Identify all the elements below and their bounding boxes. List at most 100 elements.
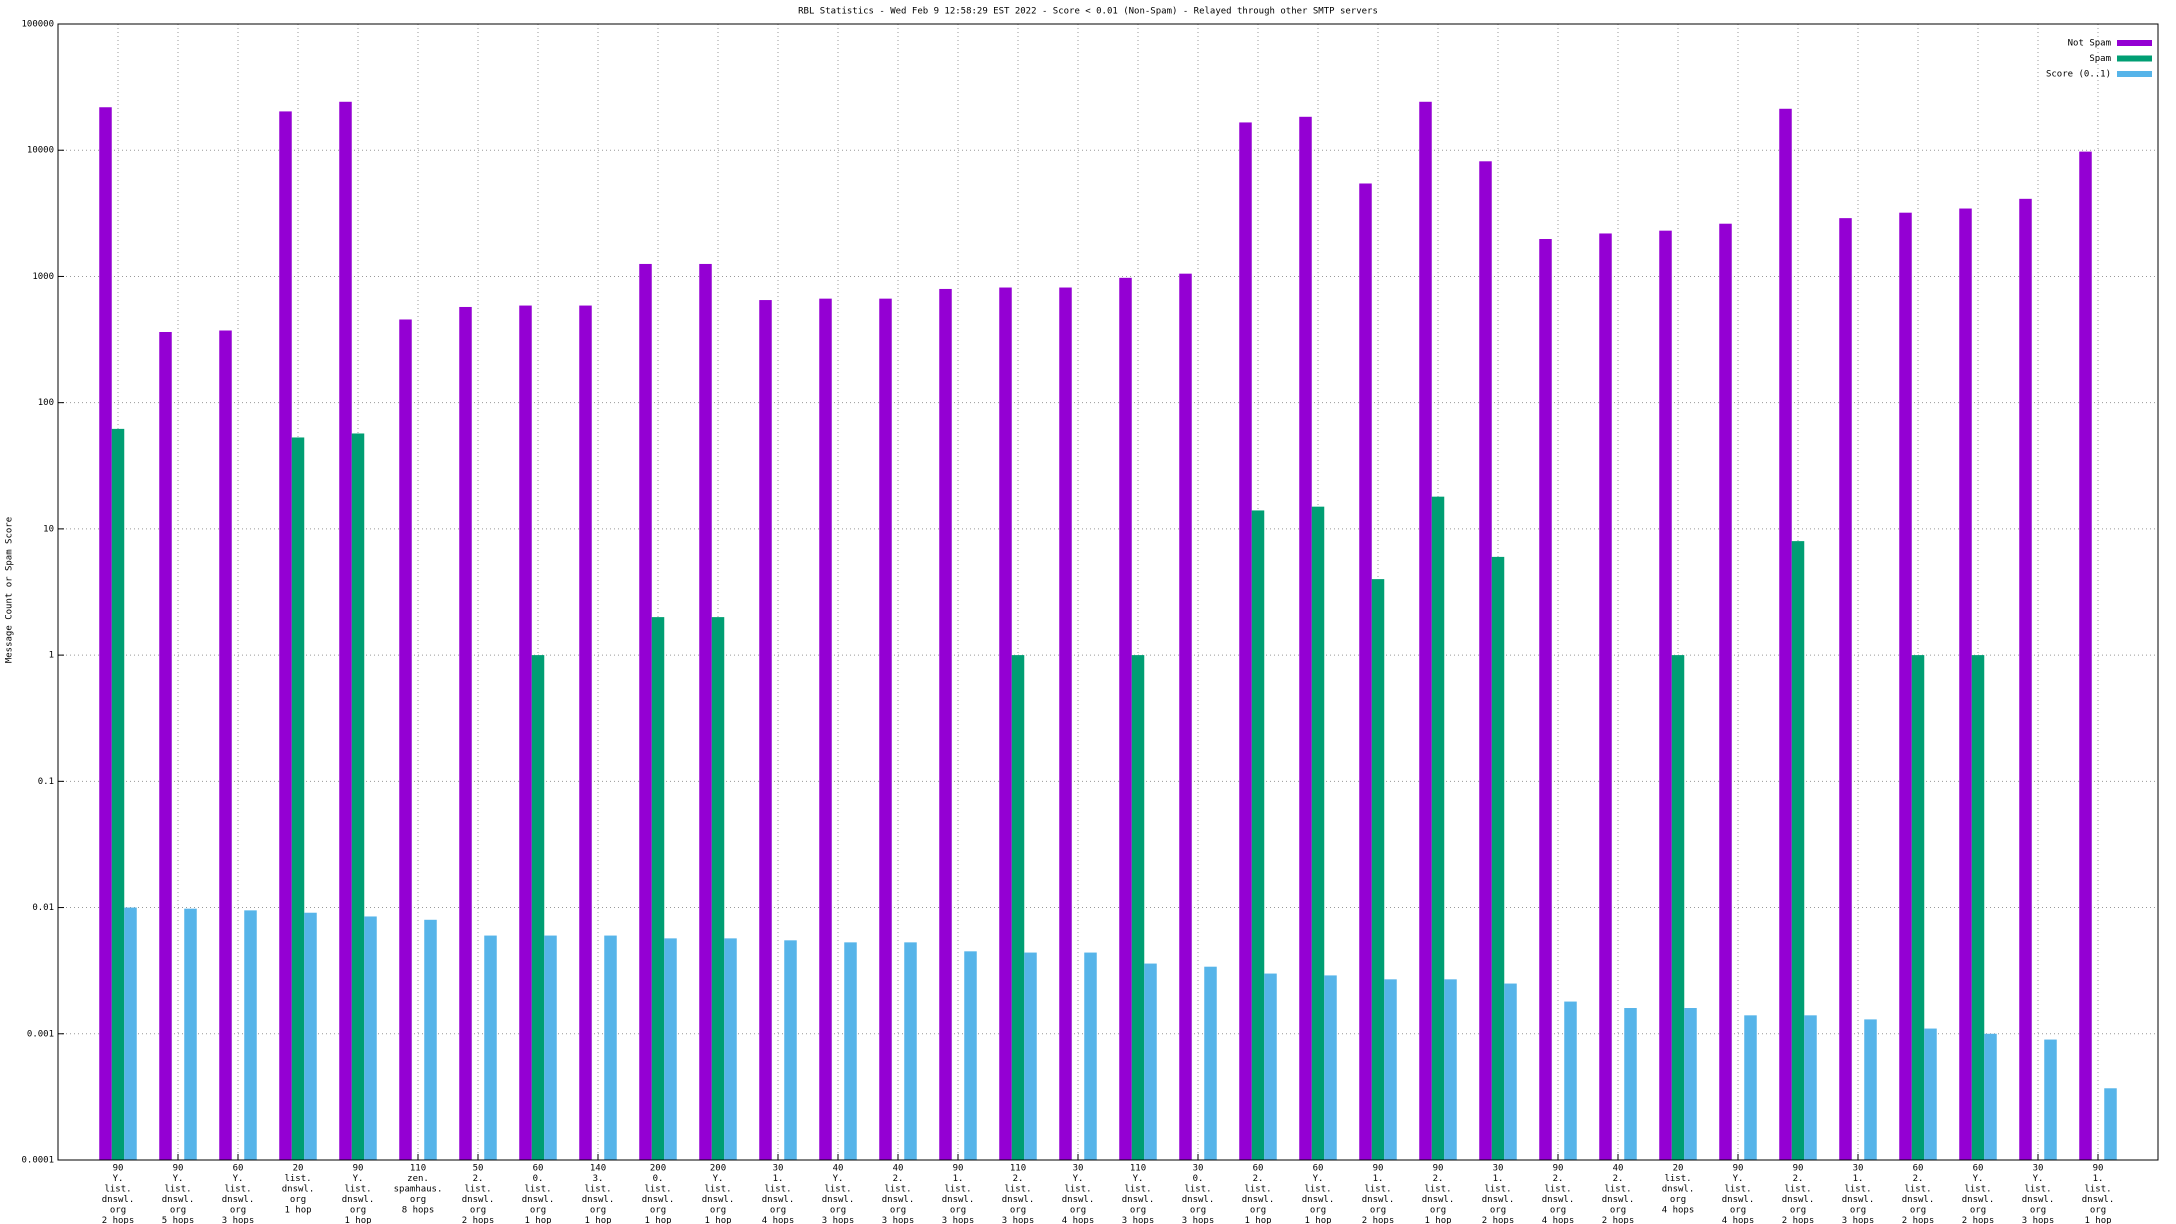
bar: [244, 910, 257, 1160]
legend-label: Not Spam: [2068, 39, 2111, 49]
x-tick-label: dnswl.: [1842, 1195, 1875, 1205]
bar: [699, 263, 712, 1161]
x-tick-label: list.: [1064, 1185, 1091, 1195]
y-tick-label: 10: [43, 524, 54, 534]
x-tick-label: list.: [584, 1185, 611, 1195]
bar: [1839, 218, 1852, 1160]
bar: [711, 617, 725, 1160]
x-tick-label: org: [290, 1195, 306, 1205]
x-tick-label: org: [1070, 1206, 1086, 1216]
y-tick-label: 10000: [27, 146, 54, 156]
x-tick-label: 1.: [953, 1174, 964, 1184]
x-tick-label: 0.: [533, 1174, 544, 1184]
x-tick-label: 2.: [1553, 1174, 1564, 1184]
x-tick-label: 3 hops: [222, 1216, 255, 1224]
x-tick-label: list.: [1484, 1185, 1511, 1195]
bar: [939, 288, 952, 1160]
x-tick-label: 60: [1973, 1164, 1984, 1174]
x-tick-label: dnswl.: [1182, 1195, 1215, 1205]
bar: [1419, 101, 1432, 1160]
bar: [339, 101, 352, 1160]
x-tick-label: org: [1670, 1195, 1686, 1205]
x-tick-label: org: [1370, 1206, 1386, 1216]
x-tick-label: dnswl.: [2022, 1195, 2055, 1205]
x-tick-label: org: [410, 1195, 426, 1205]
x-tick-label: 1 hop: [524, 1216, 551, 1224]
x-tick-label: 140: [590, 1164, 606, 1174]
x-tick-label: dnswl.: [1482, 1195, 1515, 1205]
x-tick-label: list.: [1784, 1185, 1811, 1195]
x-tick-label: Y.: [1973, 1174, 1984, 1184]
bar: [2079, 151, 2092, 1160]
x-tick-label: 1.: [1853, 1174, 1864, 1184]
y-tick-label: 1: [49, 651, 54, 661]
bar: [1444, 979, 1457, 1160]
x-tick-label: 90: [2093, 1164, 2104, 1174]
bar: [1779, 108, 1792, 1160]
x-tick-label: spamhaus.: [394, 1185, 443, 1195]
x-tick-label: 1.: [1493, 1174, 1504, 1184]
x-tick-label: org: [1190, 1206, 1206, 1216]
legend-swatch: [2117, 71, 2152, 77]
x-tick-label: org: [170, 1206, 186, 1216]
x-tick-label: 60: [1253, 1164, 1264, 1174]
x-tick-label: dnswl.: [1962, 1195, 1995, 1205]
x-tick-label: 200: [710, 1164, 726, 1174]
x-tick-label: org: [1130, 1206, 1146, 1216]
x-tick-label: dnswl.: [462, 1195, 495, 1205]
x-tick-label: org: [1970, 1206, 1986, 1216]
x-tick-label: dnswl.: [1302, 1195, 1335, 1205]
bar: [519, 305, 532, 1160]
x-tick-label: list.: [164, 1185, 191, 1195]
x-tick-label: 3 hops: [882, 1216, 915, 1224]
x-tick-label: 1.: [1373, 1174, 1384, 1184]
x-tick-label: 2 hops: [102, 1216, 135, 1224]
x-tick-label: org: [1850, 1206, 1866, 1216]
bar: [1084, 952, 1097, 1160]
x-tick-label: 3 hops: [1182, 1216, 1215, 1224]
bar: [544, 935, 557, 1160]
x-tick-label: 0.: [653, 1174, 664, 1184]
x-tick-label: 4 hops: [1662, 1206, 1695, 1216]
bar: [1899, 212, 1912, 1160]
x-tick-label: 1 hop: [704, 1216, 731, 1224]
x-tick-label: dnswl.: [642, 1195, 675, 1205]
x-tick-label: org: [530, 1206, 546, 1216]
x-tick-label: 2.: [1013, 1174, 1024, 1184]
x-tick-label: 3 hops: [942, 1216, 975, 1224]
x-tick-label: list.: [1424, 1185, 1451, 1195]
x-tick-label: 1 hop: [1244, 1216, 1271, 1224]
x-tick-label: 90: [1433, 1164, 1444, 1174]
x-tick-label: org: [230, 1206, 246, 1216]
x-tick-label: org: [2030, 1206, 2046, 1216]
x-tick-label: 1 hop: [1304, 1216, 1331, 1224]
x-tick-label: Y.: [1133, 1174, 1144, 1184]
bar: [1059, 287, 1072, 1161]
x-tick-label: dnswl.: [822, 1195, 855, 1205]
bar: [1971, 655, 1985, 1160]
x-tick-label: Y.: [233, 1174, 244, 1184]
x-tick-label: org: [590, 1206, 606, 1216]
bar: [819, 298, 832, 1160]
x-tick-label: dnswl.: [222, 1195, 255, 1205]
y-tick-label: 100: [38, 398, 54, 408]
x-tick-label: list.: [1724, 1185, 1751, 1195]
bar: [1924, 1028, 1937, 1160]
x-tick-label: org: [110, 1206, 126, 1216]
bar: [1359, 183, 1372, 1160]
bar: [459, 306, 472, 1160]
x-tick-label: 30: [1193, 1164, 1204, 1174]
bar: [1384, 979, 1397, 1160]
bar: [1251, 510, 1265, 1160]
legend-swatch: [2117, 40, 2152, 46]
x-tick-label: org: [2090, 1206, 2106, 1216]
x-tick-label: zen.: [407, 1174, 429, 1184]
x-tick-label: dnswl.: [1242, 1195, 1275, 1205]
y-tick-label: 0.001: [27, 1029, 54, 1039]
bar: [1504, 983, 1517, 1160]
x-tick-label: 90: [953, 1164, 964, 1174]
x-tick-label: 30: [773, 1164, 784, 1174]
x-tick-label: org: [1310, 1206, 1326, 1216]
x-tick-label: 1 hop: [284, 1206, 311, 1216]
